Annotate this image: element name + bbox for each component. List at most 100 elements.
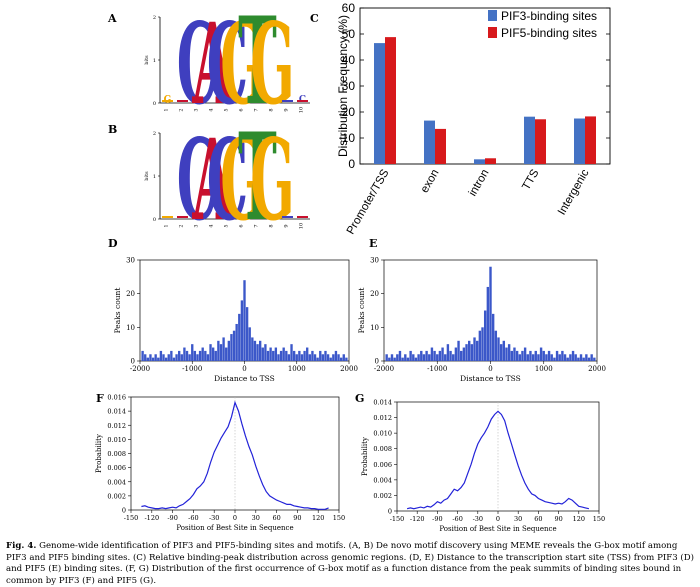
x-tick-label: 0 — [233, 514, 237, 522]
logo-position-label: 9 — [284, 108, 290, 111]
histogram-bar — [345, 357, 348, 361]
histogram-bar — [319, 350, 322, 361]
histogram-bar — [465, 344, 468, 361]
histogram-bar — [245, 307, 249, 361]
histogram-bar — [518, 354, 521, 361]
logo-letter-g: G — [220, 1, 264, 130]
histogram-bar — [491, 313, 495, 361]
legend-swatch — [488, 10, 497, 21]
logo-position-label: 8 — [269, 224, 275, 227]
histogram-bar — [193, 350, 197, 361]
histogram-bar — [264, 344, 267, 361]
histogram-bar — [566, 357, 569, 361]
histogram-bar — [306, 347, 309, 361]
probability-curve — [141, 400, 329, 510]
histogram-bar — [209, 344, 212, 361]
histogram-bar — [449, 350, 452, 361]
histogram-bar — [390, 354, 394, 361]
histogram-bar — [277, 354, 280, 361]
histogram-bar — [266, 350, 270, 361]
histogram-bar — [561, 350, 564, 361]
y-tick-label: 10 — [370, 324, 379, 332]
histogram-bar — [438, 350, 442, 361]
logo-minor-residue — [177, 216, 188, 218]
histogram-bar — [404, 354, 407, 361]
logo-position-label: 10 — [299, 107, 305, 113]
histogram-bar — [545, 354, 548, 361]
panel-label-b: B — [108, 123, 117, 136]
figure-caption: Fig. 4. Genome-wide identification of PI… — [6, 541, 696, 587]
histogram-bar — [521, 350, 524, 361]
logo-position-label: 9 — [284, 224, 290, 227]
x-tick-label: -120 — [410, 515, 425, 523]
logo-position-label: 7 — [254, 224, 260, 227]
logo-letter-g: G — [220, 117, 264, 246]
logo-y-tick-label: 0 — [153, 101, 156, 107]
histogram-bar — [329, 357, 332, 361]
histogram-bar — [211, 347, 215, 361]
histogram-bar — [151, 357, 155, 361]
histogram-bar — [510, 350, 513, 361]
histogram-bar — [191, 344, 194, 361]
y-axis-label: Distribution Frequency (%) — [336, 15, 350, 157]
logo-letter-c: C — [207, 1, 248, 130]
logo-minor-residue — [162, 216, 173, 218]
histogram-bar — [475, 340, 479, 361]
bar-pif5 — [585, 116, 596, 164]
histogram-bar — [513, 347, 516, 361]
logo-minor-residue — [297, 216, 308, 218]
histogram-bar — [420, 350, 423, 361]
y-tick-label: 30 — [370, 257, 379, 265]
y-tick-label: 20 — [342, 105, 356, 119]
histogram-bar — [175, 354, 178, 361]
y-axis-label: Peaks count — [357, 288, 366, 334]
logo-y-tick-label: 2 — [153, 15, 156, 21]
histogram-bar — [553, 357, 556, 361]
y-tick-label: 0.002 — [373, 492, 392, 500]
x-tick-label: 120 — [573, 515, 585, 523]
histogram-bar — [251, 337, 254, 361]
bar-pif3 — [424, 120, 435, 164]
histogram-bar — [385, 354, 388, 361]
histogram-bar — [269, 347, 272, 361]
histogram-bar — [422, 354, 426, 361]
histogram-bar — [585, 354, 588, 361]
chart-d-pif3-tss-histogram: -2000 -1000 0 1000 2000 0 10 20 30 Distance to TS… — [113, 257, 358, 384]
y-tick-label: 20 — [370, 290, 379, 298]
logo-letter-c: C — [177, 117, 218, 246]
histogram-bar — [470, 344, 474, 361]
histogram-bar — [206, 354, 210, 361]
histogram-bar — [547, 350, 551, 361]
histogram-bar — [180, 354, 183, 361]
x-tick-label: -2000 — [374, 365, 394, 373]
legend-label: PIF5-binding sites — [501, 26, 597, 40]
x-tick-label: -30 — [473, 515, 483, 523]
x-category-label: Promoter/TSS — [345, 167, 392, 236]
histogram-bar — [430, 347, 434, 361]
x-tick-label: 0 — [242, 365, 246, 373]
logo-position-label: 2 — [179, 224, 185, 227]
histogram-bar — [235, 323, 238, 361]
motif-logo-a: 012bits12345678910GCACGTGC — [144, 0, 310, 132]
x-tick-label: -2000 — [130, 365, 150, 373]
y-tick-label: 0.010 — [373, 430, 392, 438]
histogram-bar — [321, 354, 325, 361]
x-tick-label: -90 — [432, 515, 442, 523]
histogram-bar — [489, 266, 492, 361]
x-tick-label: -60 — [188, 514, 198, 522]
histogram-bar — [478, 330, 482, 361]
histogram-bar — [285, 350, 288, 361]
histogram-bar — [261, 347, 264, 361]
histogram-bar — [558, 354, 561, 361]
y-tick-label: 0.008 — [373, 445, 392, 453]
histogram-bar — [157, 357, 160, 361]
histogram-bar — [555, 350, 559, 361]
histogram-bar — [188, 354, 191, 361]
y-tick-label: 0.008 — [107, 450, 126, 458]
y-tick-label: 40 — [342, 53, 356, 67]
histogram-bar — [579, 354, 583, 361]
histogram-bar — [481, 327, 484, 361]
logo-y-label: bits — [144, 171, 150, 181]
x-category-label: intron — [467, 168, 492, 199]
histogram-bar — [282, 347, 285, 361]
